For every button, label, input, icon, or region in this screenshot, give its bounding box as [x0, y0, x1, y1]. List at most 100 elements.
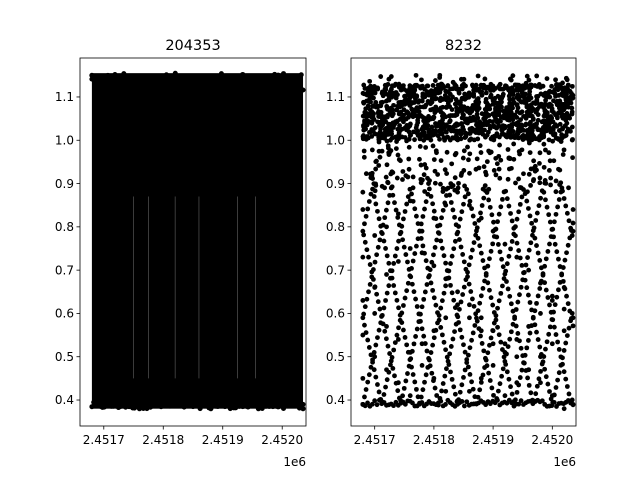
band-point-1371: [398, 158, 403, 164]
band-point-1128: [507, 96, 513, 102]
track-point: [375, 335, 380, 340]
track-point: [446, 362, 452, 367]
band-point-1390: [476, 165, 482, 171]
track-point: [426, 357, 432, 363]
edge-point-top-16: [117, 85, 123, 91]
band-point-801: [460, 155, 466, 161]
data-point-15: [395, 337, 401, 342]
track-point: [419, 326, 425, 332]
band-point-555: [531, 158, 537, 164]
edge-point-top-86: [241, 86, 247, 92]
track-point: [374, 252, 380, 258]
track-point: [564, 210, 570, 216]
edge-point-top-78: [227, 81, 233, 87]
track-point: [485, 350, 491, 356]
band-point-852: [491, 99, 497, 105]
track-point: [413, 334, 418, 339]
track-point: [554, 249, 560, 255]
track-point: [513, 224, 518, 230]
baseline-point-57: [495, 397, 500, 403]
band-point-756: [542, 178, 548, 183]
band-point-1337: [429, 124, 435, 130]
track-point: [375, 208, 380, 214]
track-point: [507, 336, 513, 342]
track-point: [495, 242, 501, 247]
band-point-1285: [415, 130, 420, 136]
track-point: [535, 250, 541, 256]
track-point: [409, 281, 415, 287]
data-point-47: [490, 362, 496, 368]
track-point: [450, 336, 456, 342]
track-point: [525, 375, 530, 381]
track-point: [418, 236, 424, 241]
track-point: [546, 212, 552, 218]
band-point-392: [438, 181, 443, 187]
track-point: [470, 330, 476, 336]
track-point: [509, 218, 515, 224]
band-point-1057: [382, 82, 388, 88]
band-point-1157: [532, 83, 538, 88]
track-point: [505, 344, 511, 349]
track-point: [383, 207, 389, 213]
data-point-28: [431, 328, 437, 334]
track-point: [418, 311, 423, 317]
track-point: [434, 393, 440, 398]
track-point: [538, 369, 543, 374]
track-point: [508, 384, 513, 390]
track-point: [437, 222, 443, 228]
track-point: [524, 345, 530, 351]
band-point-1258: [412, 137, 417, 143]
track-point: [379, 312, 385, 318]
track-point: [423, 199, 429, 205]
track-point: [508, 301, 514, 307]
track-point: [493, 317, 499, 323]
track-point: [521, 360, 527, 366]
edge-point-top-57: [190, 87, 196, 93]
track-point: [461, 342, 466, 348]
band-point-1097: [394, 175, 400, 181]
band-point-691: [483, 107, 489, 113]
axes-frame: [79, 57, 307, 427]
track-point: [544, 339, 550, 345]
track-point: [405, 280, 411, 286]
edge-point-top-37: [155, 87, 161, 93]
data-point-64: [538, 354, 543, 360]
track-point: [565, 242, 571, 248]
band-point-358: [425, 175, 430, 181]
edge-point-top-56: [188, 80, 194, 86]
track-point: [422, 206, 427, 212]
band-point-538: [547, 158, 553, 164]
track-point: [545, 249, 551, 254]
band-point-1307: [458, 173, 464, 178]
band-point-1095: [499, 131, 505, 137]
band-point-694: [563, 117, 569, 123]
track-point: [376, 327, 382, 333]
x-tick-label: 2.4519: [472, 433, 514, 447]
track-point: [497, 249, 503, 255]
band-point-899: [393, 134, 398, 140]
band-point-857: [473, 103, 479, 109]
band-point-1375: [547, 88, 553, 94]
track-point: [526, 206, 531, 211]
data-point-52: [502, 393, 508, 399]
track-point: [467, 371, 473, 377]
track-point: [470, 213, 476, 219]
band-point-1172: [437, 85, 443, 91]
track-point: [559, 271, 565, 277]
track-point: [375, 244, 381, 250]
track-point: [495, 388, 501, 394]
track-point: [527, 213, 533, 219]
x-tick-label: 2.4518: [413, 433, 455, 447]
track-point: [545, 381, 551, 387]
baseline-point-63: [509, 400, 515, 406]
track-point: [526, 292, 531, 298]
track-point: [564, 293, 569, 299]
band-point-1225: [373, 159, 379, 165]
track-point: [436, 231, 442, 236]
band-point-1077: [493, 116, 499, 121]
track-point: [401, 216, 406, 222]
track-point: [383, 384, 388, 390]
band-point-1271: [550, 127, 556, 132]
band-point-705: [467, 170, 472, 176]
track-point: [457, 216, 463, 222]
